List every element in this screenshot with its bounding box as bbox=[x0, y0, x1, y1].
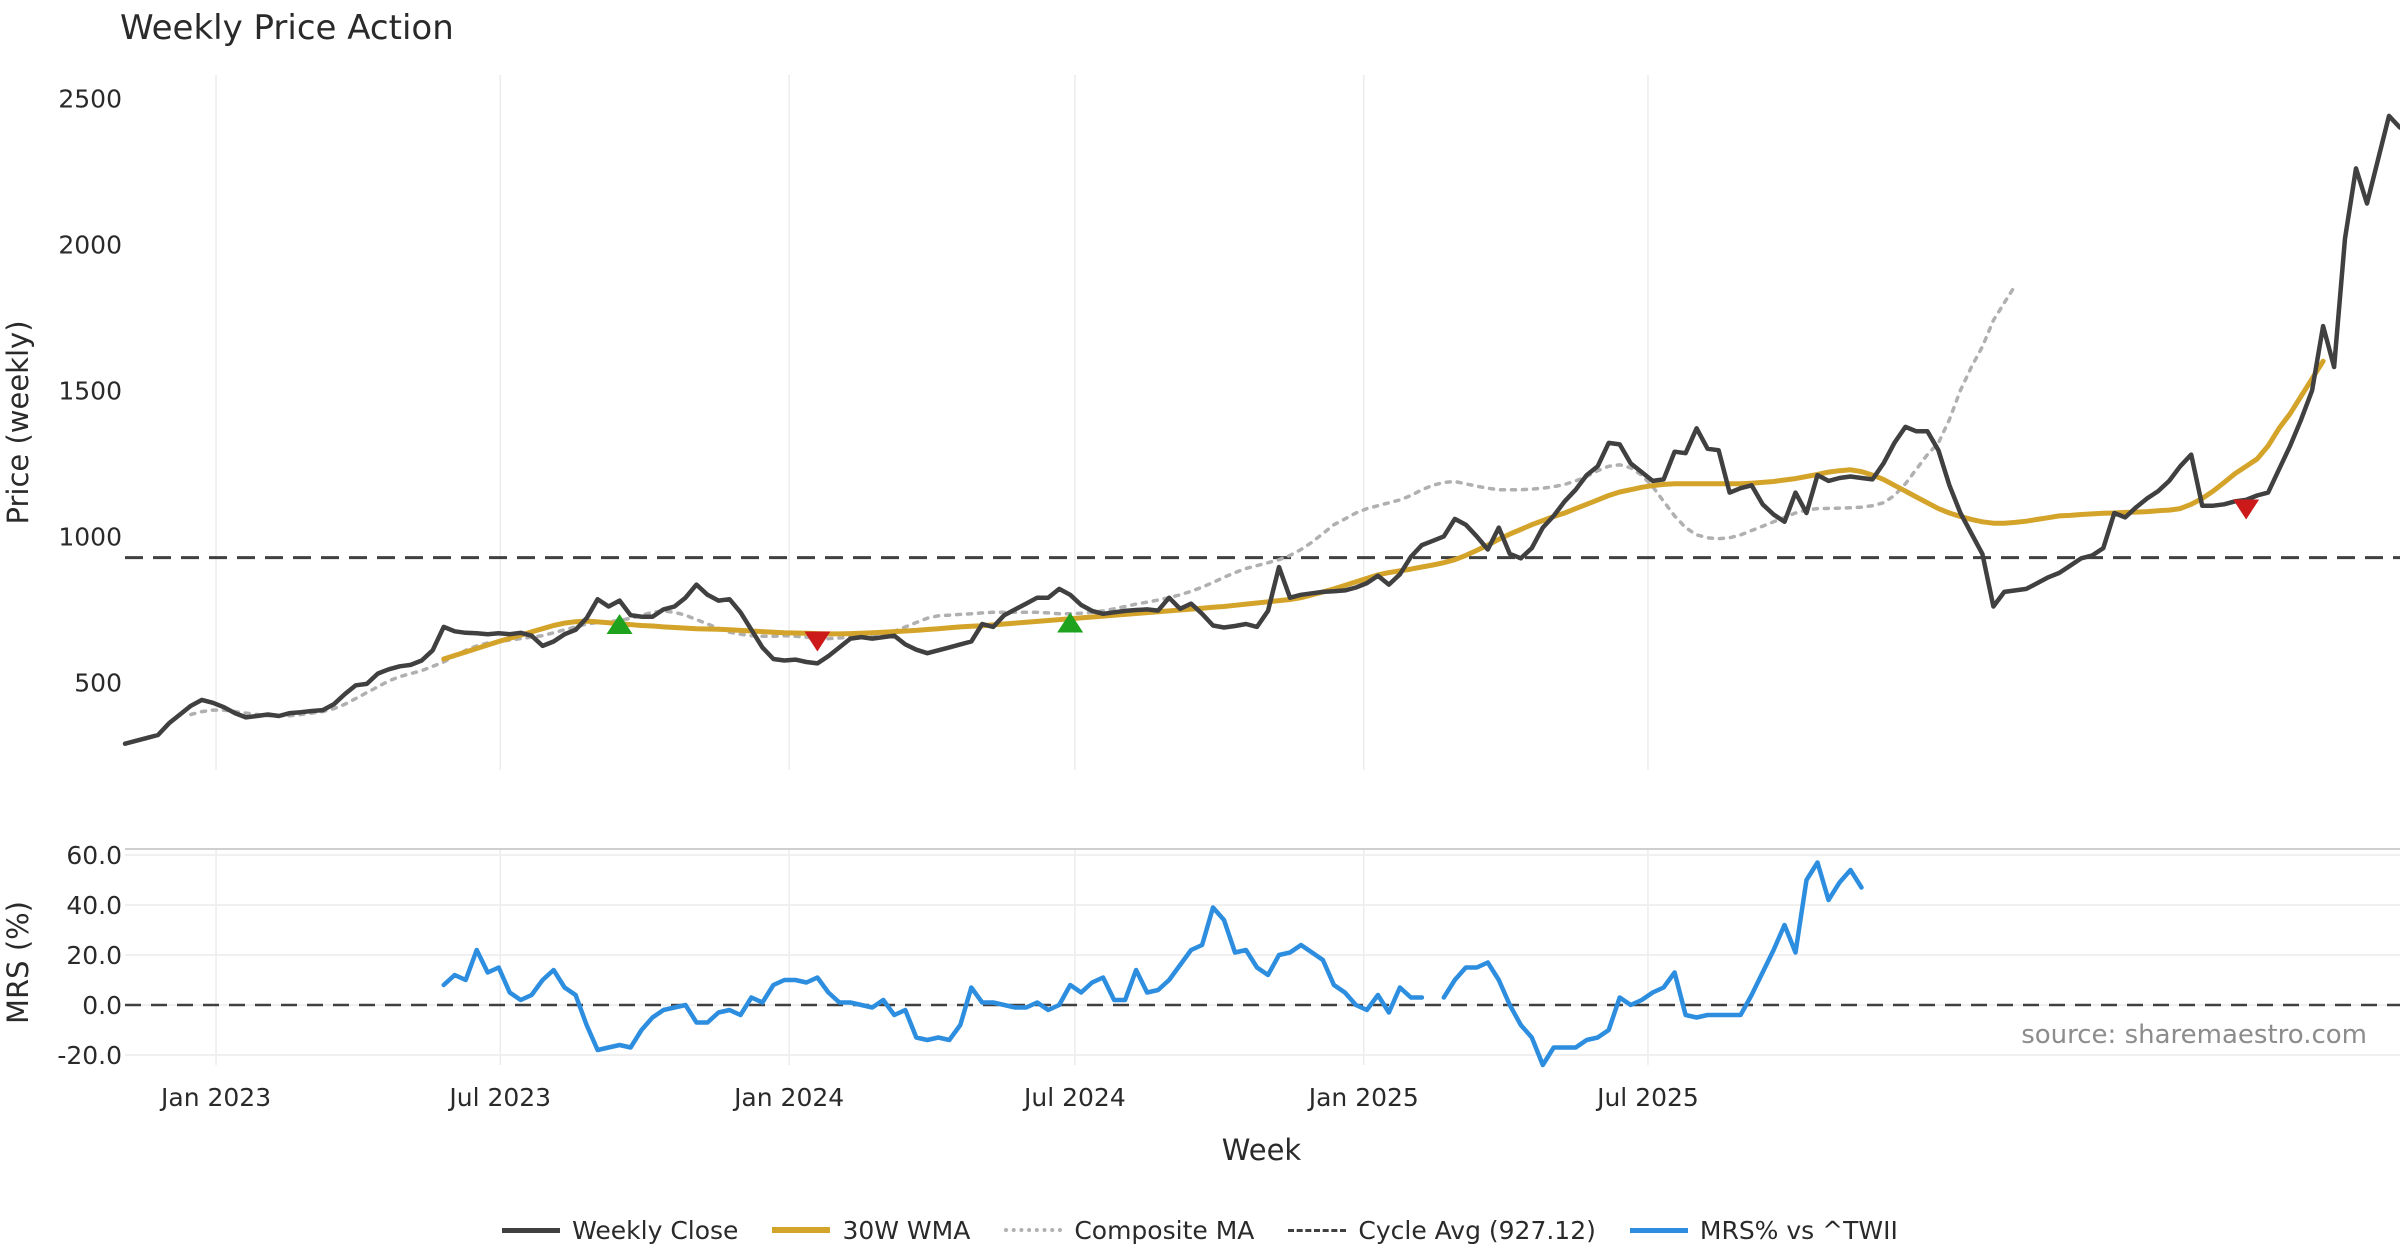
legend: Weekly Close 30W WMA Composite MA Cycle … bbox=[0, 1210, 2400, 1250]
legend-item-composite[interactable]: Composite MA bbox=[1004, 1216, 1254, 1245]
legend-item-wma[interactable]: 30W WMA bbox=[772, 1216, 970, 1245]
mrs-y-tick-label: 60.0 bbox=[66, 841, 122, 870]
mrs-y-tick-label: 40.0 bbox=[66, 891, 122, 920]
sell-signal-marker bbox=[2233, 499, 2260, 520]
mrs-y-tick-label: 0.0 bbox=[82, 991, 122, 1020]
price-y-tick-label: 1500 bbox=[58, 376, 122, 405]
watermark: source: sharemaestro.com bbox=[2021, 1020, 2367, 1050]
legend-swatch-composite bbox=[1004, 1228, 1063, 1232]
legend-label-wma: 30W WMA bbox=[842, 1215, 971, 1245]
legend-swatch-cycle-avg bbox=[1288, 1228, 1347, 1232]
wma-30w-line bbox=[441, 358, 2326, 662]
sell-signal-marker bbox=[804, 631, 831, 652]
mrs-line-segment bbox=[441, 905, 1425, 1053]
weekly-close-line bbox=[122, 113, 2400, 746]
legend-swatch-wma bbox=[772, 1227, 831, 1233]
chart-title: Weekly Price Action bbox=[120, 8, 454, 48]
legend-swatch-mrs bbox=[1629, 1227, 1688, 1233]
mrs-y-tick-label: 20.0 bbox=[66, 941, 122, 970]
price-y-axis-label: Price (weekly) bbox=[1, 320, 35, 524]
x-tick-label: Jan 2023 bbox=[159, 1083, 271, 1112]
legend-label-weekly-close: Weekly Close bbox=[572, 1215, 739, 1245]
price-y-tick-label: 500 bbox=[74, 668, 122, 697]
legend-label-cycle-avg: Cycle Avg (927.12) bbox=[1358, 1215, 1596, 1245]
price-y-tick-label: 2000 bbox=[58, 230, 122, 259]
x-tick-label: Jan 2024 bbox=[732, 1083, 844, 1112]
buy-signal-marker bbox=[606, 613, 633, 634]
x-tick-label: Jan 2025 bbox=[1307, 1083, 1419, 1112]
legend-swatch-weekly-close bbox=[502, 1227, 561, 1233]
price-y-tick-label: 1000 bbox=[58, 522, 122, 551]
x-tick-label: Jul 2023 bbox=[447, 1083, 551, 1112]
legend-label-mrs: MRS% vs ^TWII bbox=[1699, 1215, 1898, 1245]
x-tick-label: Jul 2025 bbox=[1595, 1083, 1699, 1112]
mrs-line-segment bbox=[1441, 860, 1864, 1068]
x-tick-label: Jul 2024 bbox=[1022, 1083, 1126, 1112]
legend-item-weekly-close[interactable]: Weekly Close bbox=[502, 1216, 738, 1245]
price-y-tick-label: 2500 bbox=[58, 84, 122, 113]
x-axis-label: Week bbox=[1222, 1133, 1302, 1167]
buy-signal-marker bbox=[1057, 612, 1084, 633]
mrs-y-axis-label: MRS (%) bbox=[1, 901, 35, 1024]
legend-label-composite: Composite MA bbox=[1074, 1215, 1255, 1245]
legend-item-mrs[interactable]: MRS% vs ^TWII bbox=[1629, 1215, 1898, 1245]
mrs-y-tick-label: -20.0 bbox=[57, 1041, 122, 1070]
legend-item-cycle-avg[interactable]: Cycle Avg (927.12) bbox=[1288, 1216, 1596, 1245]
